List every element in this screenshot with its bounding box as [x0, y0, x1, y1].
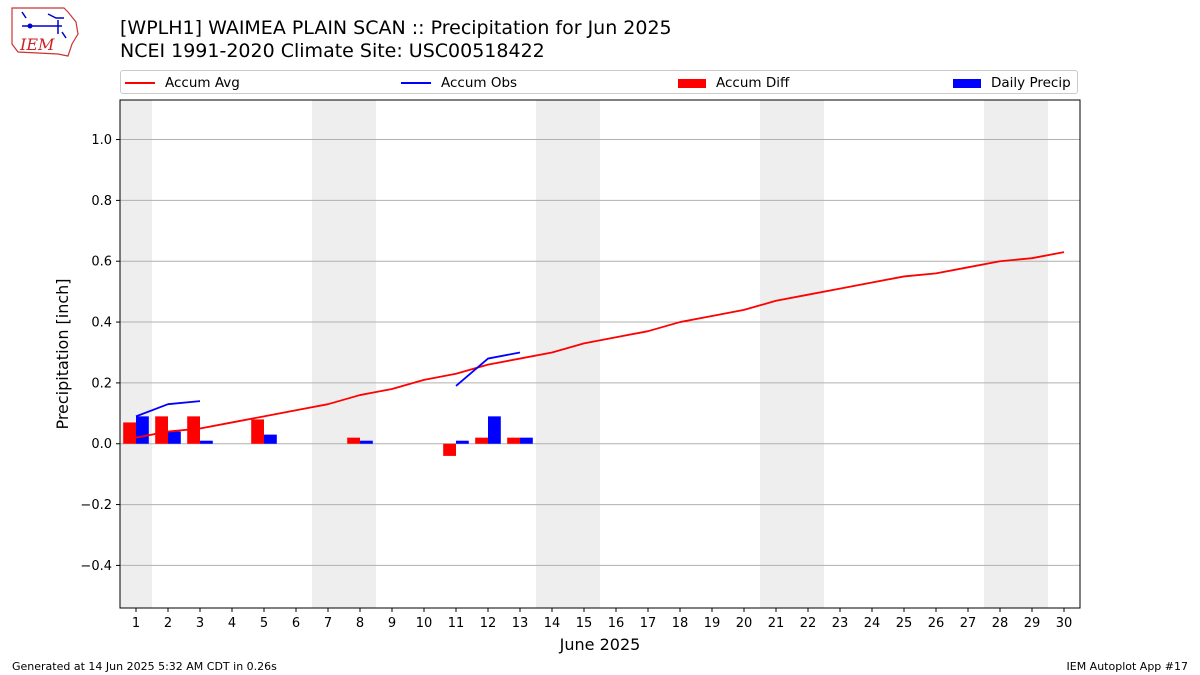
x-tick-label: 10: [416, 616, 433, 631]
accum-obs-line: [455, 351, 521, 387]
x-tick-label: 15: [576, 616, 593, 631]
x-axis-ticks: 1 2 3 4 5 6 7 8 9 10 11 12 13 14 15 16 17 18 19 20 21 22 23 24 2…: [132, 608, 1072, 631]
legend: Accum Avg Accum Obs Accum Diff Daily Pre…: [120, 70, 1078, 94]
accum-diff-bar: [475, 437, 488, 444]
daily-precip-bar: [360, 440, 373, 444]
x-tick-label: 26: [928, 616, 945, 631]
x-tick-label: 14: [544, 616, 561, 631]
y-tick-label: 0.6: [91, 255, 112, 270]
accum-diff-bar: [347, 437, 360, 444]
x-tick-label: 5: [260, 616, 268, 631]
y-tick-label: 0.8: [91, 194, 112, 209]
chart-title: [WPLH1] WAIMEA PLAIN SCAN :: Precipitati…: [120, 17, 672, 39]
legend-item-accum-diff: Accum Diff: [678, 74, 789, 92]
legend-swatch-daily-precip: [953, 78, 981, 88]
accum-diff-bar: [443, 443, 456, 456]
y-tick-label: 1.0: [91, 133, 112, 148]
y-tick-label: 0.0: [91, 437, 112, 452]
legend-item-accum-avg: Accum Avg: [125, 74, 240, 92]
legend-swatch-accum-diff: [678, 78, 706, 88]
x-tick-label: 7: [324, 616, 332, 631]
x-tick-label: 16: [608, 616, 625, 631]
chart-subtitle: NCEI 1991-2020 Climate Site: USC00518422: [120, 40, 545, 62]
legend-swatch-accum-avg: [125, 82, 155, 84]
legend-label-daily-precip: Daily Precip: [991, 75, 1071, 91]
x-tick-label: 22: [800, 616, 817, 631]
x-tick-label: 6: [292, 616, 300, 631]
x-tick-label: 3: [196, 616, 204, 631]
weekend-band: [984, 100, 1016, 608]
y-axis-ticks: −0.4 −0.2 0.0 0.2 0.4 0.6 0.8 1.0: [80, 133, 120, 574]
weekend-shading: [120, 100, 1048, 608]
daily-precip-bar: [488, 416, 501, 444]
accum-avg-line: [135, 251, 1065, 439]
generated-footer: Generated at 14 Jun 2025 5:32 AM CDT in …: [12, 660, 277, 673]
app-footer: IEM Autoplot App #17: [1066, 660, 1189, 673]
x-tick-label: 13: [512, 616, 529, 631]
bars: [123, 416, 533, 456]
accum-obs-line: [135, 400, 201, 418]
y-tick-label: 0.2: [91, 376, 112, 391]
lines: [135, 251, 1065, 439]
x-tick-label: 4: [228, 616, 236, 631]
accum-diff-bar: [123, 422, 136, 444]
accum-diff-bar: [155, 416, 168, 444]
x-tick-label: 28: [992, 616, 1009, 631]
daily-precip-bar: [264, 434, 277, 444]
weekend-band: [568, 100, 600, 608]
x-tick-label: 12: [480, 616, 497, 631]
accum-diff-bar: [251, 419, 264, 444]
logo-text: IEM: [19, 35, 55, 54]
x-tick-label: 11: [448, 616, 465, 631]
x-tick-label: 24: [864, 616, 881, 631]
x-tick-label: 20: [736, 616, 753, 631]
weekend-band: [760, 100, 792, 608]
weekend-band: [120, 100, 152, 608]
y-tick-label: 0.4: [91, 316, 112, 331]
legend-item-accum-obs: Accum Obs: [401, 74, 517, 92]
plot-frame: [119, 99, 1081, 609]
weekend-band: [792, 100, 824, 608]
daily-precip-bar: [136, 416, 149, 444]
weekend-band: [344, 100, 376, 608]
x-tick-label: 25: [896, 616, 913, 631]
legend-label-accum-avg: Accum Avg: [165, 75, 240, 91]
x-tick-label: 19: [704, 616, 721, 631]
y-axis-label: Precipitation [inch]: [53, 278, 72, 429]
y-tick-label: −0.2: [80, 498, 112, 513]
legend-item-daily-precip: Daily Precip: [953, 74, 1071, 92]
accum-diff-bar: [507, 437, 520, 444]
x-tick-label: 8: [356, 616, 364, 631]
daily-precip-bar: [456, 440, 469, 444]
x-tick-label: 27: [960, 616, 977, 631]
x-tick-label: 21: [768, 616, 785, 631]
x-tick-label: 23: [832, 616, 849, 631]
y-gridlines: [120, 139, 1080, 566]
iem-logo: IEM: [11, 7, 79, 57]
accum-diff-bar: [187, 416, 200, 444]
x-tick-label: 9: [388, 616, 396, 631]
daily-precip-bar: [520, 437, 533, 444]
x-tick-label: 1: [132, 616, 140, 631]
weekend-band: [312, 100, 344, 608]
daily-precip-bar: [200, 440, 213, 444]
x-tick-label: 29: [1024, 616, 1041, 631]
legend-label-accum-diff: Accum Diff: [716, 75, 790, 91]
legend-label-accum-obs: Accum Obs: [441, 75, 518, 91]
x-axis-label: June 2025: [559, 635, 641, 654]
x-tick-label: 17: [640, 616, 657, 631]
legend-swatch-accum-obs: [401, 82, 431, 84]
x-tick-label: 18: [672, 616, 689, 631]
daily-precip-bar: [168, 431, 181, 444]
x-tick-label: 30: [1056, 616, 1073, 631]
weekend-band: [1016, 100, 1048, 608]
y-tick-label: −0.4: [80, 559, 112, 574]
x-tick-label: 2: [164, 616, 172, 631]
